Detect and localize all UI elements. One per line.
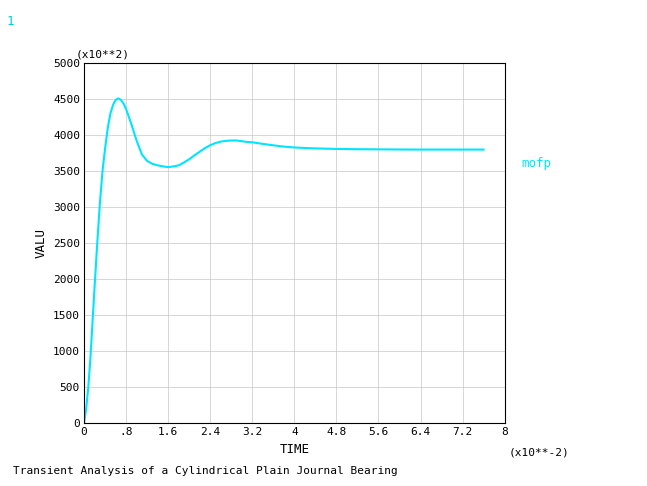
Text: 1: 1 (6, 15, 14, 28)
Text: mofp: mofp (521, 157, 551, 171)
Text: Transient Analysis of a Cylindrical Plain Journal Bearing: Transient Analysis of a Cylindrical Plai… (13, 466, 398, 476)
X-axis label: TIME: TIME (280, 443, 309, 455)
Text: (x10**2): (x10**2) (76, 50, 129, 60)
Text: (x10**-2): (x10**-2) (509, 448, 569, 458)
Y-axis label: VALU: VALU (34, 228, 47, 258)
